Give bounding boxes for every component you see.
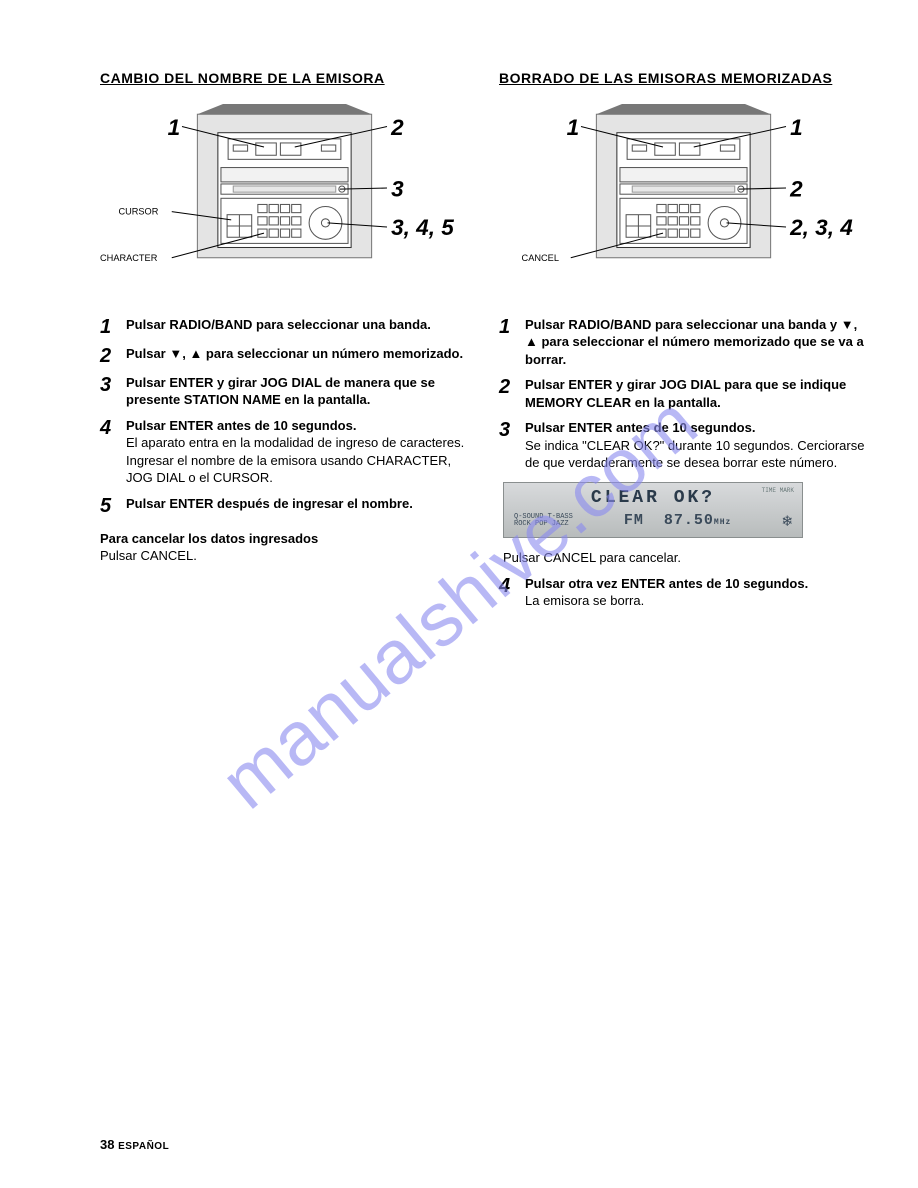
extra-text: Pulsar CANCEL. bbox=[100, 547, 469, 565]
lcd-topright: TIME MARK bbox=[762, 487, 794, 494]
lcd-eq-modes: ROCK POP JAZZ bbox=[514, 521, 573, 528]
diagram-callout: 2, 3, 4 bbox=[789, 215, 853, 240]
step-number: 2 bbox=[499, 376, 525, 397]
step-text: Pulsar otra vez ENTER antes de 10 segund… bbox=[525, 576, 808, 591]
page-columns: CAMBIO DEL NOMBRE DE LA EMISORA bbox=[100, 70, 868, 618]
diagram-callout: 3 bbox=[391, 176, 404, 201]
diagram-callout: 2 bbox=[390, 115, 404, 140]
left-extra: Para cancelar los datos ingresados Pulsa… bbox=[100, 530, 469, 565]
step-text: Pulsar ▼, ▲ para seleccionar un número m… bbox=[126, 346, 463, 361]
diagram-callout: 1 bbox=[567, 115, 580, 140]
step-item: 3 Pulsar ENTER y girar JOG DIAL de maner… bbox=[100, 374, 469, 409]
step-detail: Se indica "CLEAR OK?" durante 10 segundo… bbox=[525, 438, 864, 471]
right-section-title: BORRADO DE LAS EMISORAS MEMORIZADAS bbox=[499, 70, 868, 86]
diagram-callout: 1 bbox=[168, 115, 181, 140]
lcd-display: TIME MARK CLEAR OK? Q-SOUND T-BASS ROCK … bbox=[503, 482, 803, 538]
lcd-left-labels: Q-SOUND T-BASS ROCK POP JAZZ bbox=[514, 514, 573, 528]
step-text: Pulsar ENTER y girar JOG DIAL de manera … bbox=[126, 375, 435, 408]
step-text: Pulsar ENTER antes de 10 segundos. bbox=[126, 418, 356, 433]
snowflake-icon: ❄ bbox=[782, 511, 792, 531]
lcd-freq-value: 87.50 bbox=[664, 512, 714, 529]
step-number: 3 bbox=[499, 419, 525, 440]
after-lcd-text: Pulsar CANCEL para cancelar. bbox=[503, 550, 868, 565]
step-number: 2 bbox=[100, 345, 126, 366]
step-item: 1 Pulsar RADIO/BAND para seleccionar una… bbox=[100, 316, 469, 337]
right-column: BORRADO DE LAS EMISORAS MEMORIZADAS bbox=[499, 70, 868, 618]
step-item: 5 Pulsar ENTER después de ingresar el no… bbox=[100, 495, 469, 516]
lcd-band: FM bbox=[624, 512, 644, 529]
page-number: 38 bbox=[100, 1137, 114, 1152]
step-number: 5 bbox=[100, 495, 126, 516]
step-number: 1 bbox=[499, 316, 525, 337]
left-section-title: CAMBIO DEL NOMBRE DE LA EMISORA bbox=[100, 70, 469, 86]
extra-heading: Para cancelar los datos ingresados bbox=[100, 530, 469, 548]
diagram-callout: 1 bbox=[790, 115, 803, 140]
right-steps: 1 Pulsar RADIO/BAND para seleccionar una… bbox=[499, 316, 868, 472]
diagram-callout: 3, 4, 5 bbox=[391, 215, 454, 240]
step-item: 2 Pulsar ENTER y girar JOG DIAL para que… bbox=[499, 376, 868, 411]
step-item: 1 Pulsar RADIO/BAND para seleccionar una… bbox=[499, 316, 868, 369]
page-language: ESPAÑOL bbox=[118, 1141, 169, 1152]
lcd-frequency: FM 87.50MHz bbox=[624, 512, 731, 529]
step-item: 2 Pulsar ▼, ▲ para seleccionar un número… bbox=[100, 345, 469, 366]
right-diagram: 1 1 2 2, 3, 4 CANCEL bbox=[499, 104, 868, 289]
left-diagram: 1 2 3 3, 4, 5 CURSOR CHARACTER bbox=[100, 104, 469, 289]
step-number: 1 bbox=[100, 316, 126, 337]
step-detail: La emisora se borra. bbox=[525, 593, 644, 608]
step-detail: El aparato entra en la modalidad de ingr… bbox=[126, 435, 464, 485]
step-number: 4 bbox=[499, 575, 525, 596]
step-number: 4 bbox=[100, 417, 126, 438]
diagram-callout: 2 bbox=[789, 176, 803, 201]
diagram-label-cancel: CANCEL bbox=[522, 253, 559, 263]
left-steps: 1 Pulsar RADIO/BAND para seleccionar una… bbox=[100, 316, 469, 516]
lcd-display-wrap: TIME MARK CLEAR OK? Q-SOUND T-BASS ROCK … bbox=[503, 482, 868, 538]
diagram-label-cursor: CURSOR bbox=[118, 207, 158, 217]
lcd-main-text: CLEAR OK? bbox=[514, 489, 792, 507]
step-text: Pulsar ENTER y girar JOG DIAL para que s… bbox=[525, 377, 846, 410]
diagram-label-character: CHARACTER bbox=[100, 253, 158, 263]
left-column: CAMBIO DEL NOMBRE DE LA EMISORA bbox=[100, 70, 469, 618]
step-text: Pulsar ENTER antes de 10 segundos. bbox=[525, 420, 755, 435]
step-text: Pulsar RADIO/BAND para seleccionar una b… bbox=[525, 317, 864, 367]
step-text: Pulsar RADIO/BAND para seleccionar una b… bbox=[126, 317, 431, 332]
step-number: 3 bbox=[100, 374, 126, 395]
step-item: 4 Pulsar ENTER antes de 10 segundos. El … bbox=[100, 417, 469, 487]
step-text: Pulsar ENTER después de ingresar el nomb… bbox=[126, 496, 413, 511]
page-footer: 38 ESPAÑOL bbox=[100, 1137, 169, 1152]
step-item: 4 Pulsar otra vez ENTER antes de 10 segu… bbox=[499, 575, 868, 610]
lcd-unit: MHz bbox=[714, 518, 731, 527]
step-item: 3 Pulsar ENTER antes de 10 segundos. Se … bbox=[499, 419, 868, 472]
